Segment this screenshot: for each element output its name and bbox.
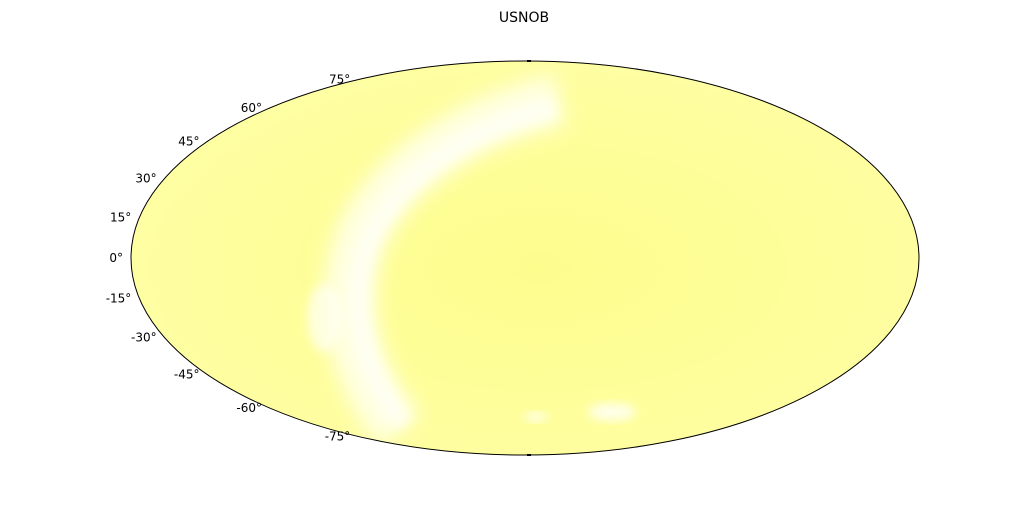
dec-tick-label: -15° <box>106 291 132 305</box>
galactic-plane-core <box>349 98 558 431</box>
dec-tick-label: -75° <box>325 430 351 444</box>
dec-tick-label: 0° <box>109 251 123 265</box>
sky-outline <box>130 60 920 456</box>
south-pole-marker <box>527 454 531 456</box>
magellanic-cloud-large <box>588 403 636 421</box>
dec-tick-label: 60° <box>241 101 262 115</box>
low-latitude-patch <box>307 284 343 352</box>
dec-tick-label: 75° <box>329 73 350 87</box>
north-pole-marker <box>527 60 531 62</box>
magellanic-cloud-small <box>524 412 548 422</box>
dec-tick-label: 30° <box>135 171 156 185</box>
sky-density-map <box>131 61 919 455</box>
dec-tick-label: 45° <box>178 134 199 148</box>
dec-tick-label: -60° <box>236 401 262 415</box>
dec-tick-label: -30° <box>131 331 157 345</box>
dec-tick-label: 15° <box>110 211 131 225</box>
dec-tick-label: -45° <box>174 368 200 382</box>
chart-title: USNOB <box>499 10 549 26</box>
dec-tick-labels: 75° 60° 45° 30° 15° 0° -15° -30° -45° -60° -75° <box>106 73 351 444</box>
